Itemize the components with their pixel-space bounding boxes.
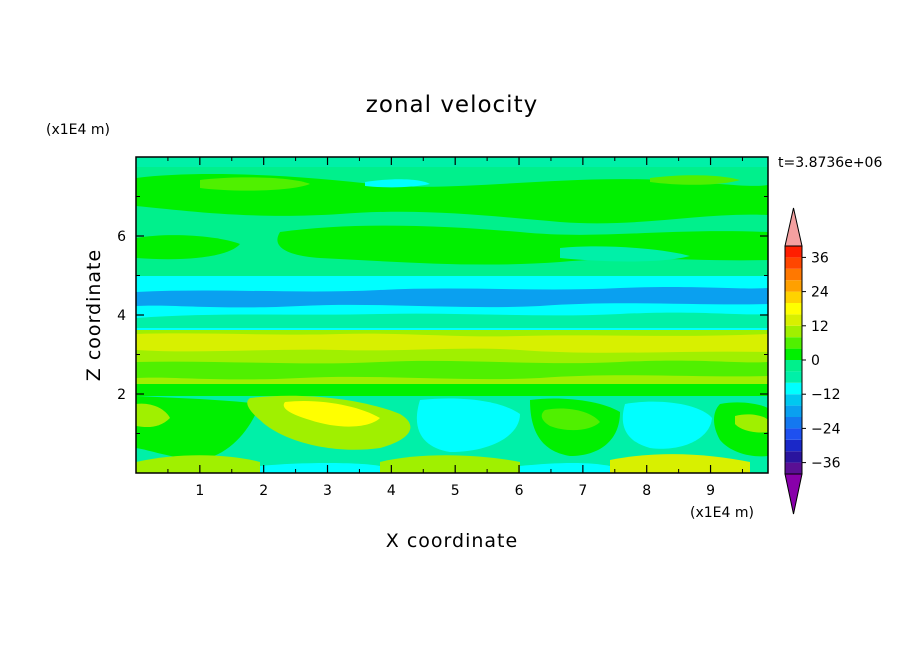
upper-yellowgreen-patch [200,177,310,191]
cyan-cell-center [416,398,520,452]
x-tick-label: 5 [451,483,460,499]
colorbar-segment [785,417,802,429]
colorbar-segment [785,268,802,281]
colorbar: 36 24 12 0 −12 −24 −36 [784,207,841,515]
green-strip [136,384,768,396]
x-tick-label: 1 [195,483,204,499]
lower-green-left [136,396,260,460]
bottom-strip-2 [380,455,520,473]
cyan-cell-right [622,401,712,449]
yellow-band-lower [136,360,768,380]
yellow-cell-right [541,408,600,431]
x-tick-label: 2 [259,483,268,499]
y-unit-label: (x1E4 m) [46,122,110,138]
colorbar-segment [785,451,802,463]
x-unit-label: (x1E4 m) [690,505,754,521]
colorbar-segment [785,462,802,474]
upper-teal-patch [560,246,690,262]
x-tick-label: 6 [515,483,524,499]
y-tick-label: 2 [117,387,126,403]
blue-band [136,287,768,308]
colorbar-segment [785,428,802,440]
colorbar-extend-low [784,473,803,515]
colorbar-segment [785,382,802,395]
colorbar-tick-label: −36 [811,456,841,472]
x-tick-label: 7 [578,483,587,499]
colorbar-segment [785,257,802,269]
colorbar-segment [785,246,802,258]
colorbar-segment [785,439,802,452]
cyan-ripple [136,312,768,330]
yellow-cell-center-core [283,400,380,427]
colorbar-segment [785,371,802,383]
upper-cyan-spot [365,179,430,188]
x-tick-label: 9 [706,483,715,499]
chart-title: zonal velocity [366,92,538,118]
colorbar-segment [785,280,802,292]
colorbar-segment [785,325,802,338]
bottom-strip-3 [610,454,750,473]
colorbar-tick-label: −24 [811,421,841,437]
colorbar-segment [785,314,802,326]
colorbar-tick-label: −12 [811,387,841,403]
colorbar-tick-label: 36 [811,250,829,266]
time-label: t=3.8736e+06 [778,155,882,171]
yellow-cell-far-right [735,414,768,433]
colorbar-tick-label: 12 [811,319,829,335]
y-tick-label: 6 [117,229,126,245]
colorbar-segment [785,337,802,349]
bottom-cyan-strip [260,463,380,473]
bottom-cyan-strip-2 [520,463,610,473]
upper-green-patch-3 [136,235,240,260]
y-axis: 2 4 6 [117,196,768,434]
yellow-cell-left [136,403,170,428]
colorbar-segment [785,348,802,360]
upper-yellowgreen-patch-2 [650,175,740,185]
x-tick-label: 8 [642,483,651,499]
y-axis-label: Z coordinate [83,249,105,381]
colorbar-segment [785,405,802,417]
plot-area [136,157,768,473]
top-band [136,157,768,167]
bottom-strip [136,455,260,473]
x-axis-label: X coordinate [386,530,518,552]
colorbar-segment [785,394,802,406]
colorbar-segment [785,360,802,372]
x-tick-label: 4 [387,483,396,499]
y-tick-label: 4 [117,308,126,324]
yellow-band-upper [136,333,768,353]
colorbar-tick-label: 24 [811,285,829,301]
colorbar-extend-high [784,207,803,247]
colorbar-tick-label: 0 [811,353,820,369]
x-axis: 1 2 3 4 5 6 7 8 9 [167,157,743,499]
colorbar-segment [785,291,802,303]
colorbar-segment [785,303,802,315]
x-tick-label: 3 [323,483,332,499]
